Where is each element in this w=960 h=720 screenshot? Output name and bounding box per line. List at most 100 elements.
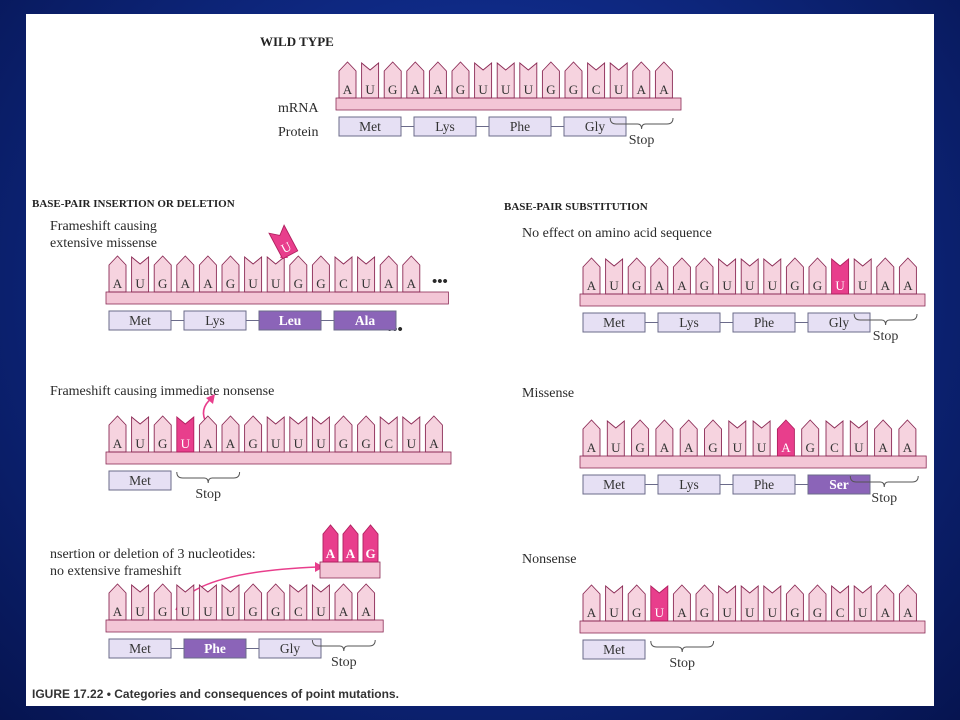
frameshift_nonsense-stop-brace bbox=[176, 471, 241, 484]
frameshift_nonsense-base-5-letter: A bbox=[226, 436, 236, 451]
insertion_three-base-8-shape bbox=[289, 584, 308, 621]
no_effect-base-1-letter: U bbox=[609, 278, 619, 293]
no_effect-protein-3-label: Gly bbox=[829, 315, 850, 330]
no_effect-stop-label: Stop bbox=[873, 329, 899, 344]
insertion_three-protein-1-label: Phe bbox=[204, 641, 226, 656]
wild_type-base-12-letter: U bbox=[614, 82, 624, 97]
missense-base-13-letter: A bbox=[903, 440, 913, 455]
no_effect-protein-1-label: Lys bbox=[679, 315, 699, 330]
no_effect-base-0-shape bbox=[582, 257, 601, 295]
frameshift_missense-protein-1-label: Lys bbox=[205, 313, 225, 328]
wild_type-base-9-shape bbox=[541, 61, 560, 99]
frameshift_nonsense-base-4-shape bbox=[198, 415, 217, 453]
missense-base-4-letter: A bbox=[684, 440, 694, 455]
no_effect-base-5-shape bbox=[695, 257, 714, 295]
insertion_three-base-2-letter: G bbox=[158, 604, 167, 619]
frameshift_nonsense-base-9-letter: U bbox=[316, 436, 326, 451]
no_effect-protein-2-label: Phe bbox=[754, 315, 774, 330]
wild_type-base-6-letter: U bbox=[478, 82, 488, 97]
nonsense-base-2-shape bbox=[627, 584, 646, 622]
nonsense-mrna-strand bbox=[579, 620, 926, 634]
insertion_three-protein-2-box bbox=[258, 638, 322, 659]
nonsense-base-14-shape bbox=[898, 584, 917, 622]
frameshift_missense-base-7-shape bbox=[266, 256, 285, 293]
missense-base-12-shape bbox=[874, 419, 893, 457]
frameshift_nonsense-base-0-letter: A bbox=[113, 436, 123, 451]
nonsense-base-5-letter: G bbox=[700, 605, 709, 620]
frameshift_nonsense-base-7-letter: U bbox=[271, 436, 281, 451]
frameshift_missense-protein-3-label: Ala bbox=[355, 313, 376, 328]
frameshift_missense-base-8-shape bbox=[289, 255, 308, 293]
wild_type-stop-label: Stop bbox=[629, 133, 655, 148]
no_effect-base-0-letter: A bbox=[587, 278, 597, 293]
nonsense-base-8-shape bbox=[763, 585, 782, 622]
insertion_three-protein-0-label: Met bbox=[129, 641, 151, 656]
missense-protein-1-label: Lys bbox=[679, 477, 699, 492]
insertion_three-base-6-shape bbox=[244, 583, 263, 621]
frameshift_nonsense-base-3-shape bbox=[176, 416, 195, 453]
missense-base-11-letter: U bbox=[854, 440, 864, 455]
missense-base-4-shape bbox=[679, 419, 698, 457]
point-mutations-diagram: WILD TYPE mRNA Protein BASE-PAIR INSERTI… bbox=[32, 34, 927, 701]
nonsense-base-1-letter: U bbox=[609, 605, 619, 620]
frameshift_missense-base-2-letter: G bbox=[158, 276, 167, 291]
missense-base-10-letter: C bbox=[830, 440, 839, 455]
insertion_three-base-5-letter: U bbox=[226, 604, 236, 619]
frameshift_nonsense-base-0-shape bbox=[108, 415, 127, 453]
missense-base-7-shape bbox=[752, 420, 771, 457]
missense-base-0-letter: A bbox=[587, 440, 597, 455]
wild_type-base-4-shape bbox=[428, 61, 447, 99]
frameshift_nonsense-base-8-letter: U bbox=[294, 436, 304, 451]
missense-mrna-strand bbox=[579, 455, 927, 469]
nonsense-base-8-letter: U bbox=[768, 605, 778, 620]
insertion_three-base-7-letter: G bbox=[271, 604, 280, 619]
nonsense-base-0-letter: A bbox=[587, 605, 597, 620]
frameshift_missense-base-0-shape bbox=[108, 255, 127, 293]
removed-triplet-base-1-shape bbox=[342, 524, 359, 563]
frameshift_nonsense-base-6-shape bbox=[244, 415, 263, 453]
nonsense-label: Nonsense bbox=[522, 552, 576, 567]
no_effect-base-4-letter: A bbox=[677, 278, 687, 293]
frameshift_missense-base-4-letter: A bbox=[203, 276, 213, 291]
no_effect-base-7-shape bbox=[740, 258, 759, 295]
frameshift-missense-label-2: extensive missense bbox=[50, 236, 157, 251]
frameshift_missense-base-4-shape bbox=[198, 255, 217, 293]
removed-triplet-base-1-letter: A bbox=[346, 546, 356, 561]
removed-triplet-base-0-letter: A bbox=[326, 546, 336, 561]
nonsense-stop-label: Stop bbox=[669, 656, 695, 671]
insertion_three-base-0-shape bbox=[108, 583, 127, 621]
detached-bases: UA A G bbox=[268, 224, 381, 579]
frameshift_missense-base-13-letter: A bbox=[407, 276, 417, 291]
insertion-three-label-2: no extensive frameshift bbox=[50, 564, 182, 579]
nonsense-base-3-shape bbox=[650, 585, 669, 622]
wild_type-base-11-shape bbox=[587, 62, 606, 99]
missense-base-13-shape bbox=[898, 419, 917, 457]
nonsense-base-10-letter: G bbox=[813, 605, 822, 620]
missense-base-7-letter: U bbox=[757, 440, 767, 455]
nonsense-base-12-letter: U bbox=[858, 605, 868, 620]
protein-label: Protein bbox=[278, 125, 318, 140]
frameshift_missense-base-10-letter: C bbox=[339, 276, 348, 291]
wild_type-base-7-shape bbox=[496, 62, 515, 99]
frameshift_nonsense-base-11-shape bbox=[357, 415, 376, 453]
wild_type-stop-brace bbox=[609, 117, 674, 130]
nonsense-base-4-shape bbox=[672, 584, 691, 622]
missense-base-6-shape bbox=[728, 420, 747, 457]
insertion-deletion-header: BASE-PAIR INSERTION OR DELETION bbox=[32, 198, 235, 210]
no_effect-base-10-letter: G bbox=[813, 278, 822, 293]
nonsense-base-0-shape bbox=[582, 584, 601, 622]
nonsense-base-14-letter: A bbox=[903, 605, 913, 620]
frameshift-missense-label-1: Frameshift causing bbox=[50, 219, 157, 234]
wild_type-base-1-letter: U bbox=[365, 82, 375, 97]
frameshift_nonsense-base-10-shape bbox=[334, 415, 353, 453]
missense-base-12-letter: A bbox=[878, 440, 888, 455]
nonsense-base-7-shape bbox=[740, 585, 759, 622]
nonsense-base-11-shape bbox=[831, 585, 850, 622]
nonsense-base-11-letter: C bbox=[836, 605, 845, 620]
frameshift_nonsense-base-6-letter: G bbox=[248, 436, 257, 451]
wild_type-base-2-shape bbox=[383, 61, 402, 99]
wild_type-base-13-letter: A bbox=[637, 82, 647, 97]
insertion_three-protein-2-label: Gly bbox=[280, 641, 301, 656]
wild_type-base-14-shape bbox=[654, 61, 673, 99]
